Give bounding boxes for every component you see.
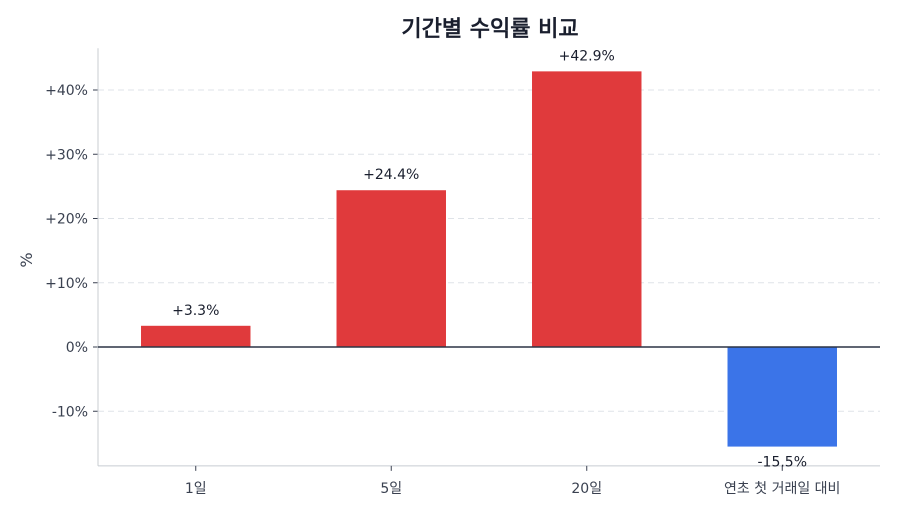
y-tick-label: +30% — [45, 147, 88, 163]
bar — [727, 347, 837, 447]
chart-title: 기간별 수익률 비교 — [401, 17, 578, 42]
bars — [141, 71, 837, 447]
y-axis-label: % — [17, 252, 36, 267]
y-tick-label: 0% — [66, 340, 88, 356]
data-label: -15.5% — [757, 455, 807, 471]
y-tick-label: -10% — [52, 404, 88, 420]
y-tick-label: +10% — [45, 276, 88, 292]
data-label: +42.9% — [559, 48, 615, 64]
y-tick-label: +40% — [45, 83, 88, 99]
x-tick-label: 20일 — [571, 481, 602, 497]
bar — [336, 190, 446, 347]
x-tick-label: 연초 첫 거래일 대비 — [724, 481, 840, 497]
data-label: +24.4% — [363, 167, 419, 183]
axes — [93, 48, 880, 471]
y-tick-label: +20% — [45, 212, 88, 228]
x-tick-label: 5일 — [380, 481, 402, 497]
bar — [532, 71, 642, 348]
x-tick-label: 1일 — [185, 481, 207, 497]
bar — [141, 325, 251, 347]
data-label: +3.3% — [172, 303, 219, 319]
labels: -10% 0% +10% +20% +30% +40% 1일 +3.3% 5일 +24.4% 20일… — [45, 48, 840, 496]
